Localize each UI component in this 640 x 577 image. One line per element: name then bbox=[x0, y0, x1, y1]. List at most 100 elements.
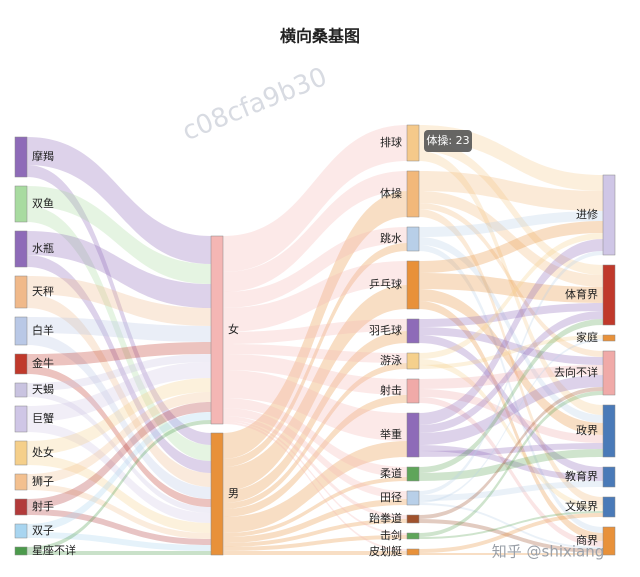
link bbox=[27, 484, 211, 539]
node-label: 狮子 bbox=[32, 475, 54, 488]
link bbox=[223, 261, 407, 332]
link bbox=[223, 370, 407, 441]
node bbox=[14, 230, 28, 268]
node bbox=[406, 466, 420, 482]
link bbox=[27, 366, 211, 507]
node-label: 跆拳道 bbox=[369, 511, 402, 525]
node-label: 体育界 bbox=[565, 287, 598, 301]
node bbox=[602, 496, 616, 518]
link bbox=[27, 317, 211, 342]
node bbox=[406, 412, 420, 458]
link bbox=[419, 209, 603, 505]
node bbox=[14, 316, 28, 346]
link bbox=[419, 389, 603, 443]
link bbox=[223, 191, 407, 459]
link bbox=[419, 449, 603, 481]
node-label: 政界 bbox=[576, 423, 598, 437]
link bbox=[419, 335, 603, 369]
link bbox=[419, 481, 603, 501]
node bbox=[14, 440, 28, 466]
link bbox=[223, 398, 407, 477]
link bbox=[27, 276, 211, 326]
node bbox=[406, 490, 420, 506]
link bbox=[419, 191, 603, 287]
node-label: 星座不详 bbox=[32, 543, 76, 557]
link bbox=[223, 519, 407, 547]
link bbox=[419, 273, 603, 303]
link bbox=[27, 378, 211, 455]
link bbox=[27, 362, 211, 422]
link bbox=[419, 203, 603, 357]
node-label: 射手 bbox=[32, 499, 54, 513]
link bbox=[223, 354, 407, 395]
node bbox=[602, 334, 616, 342]
node-label: 跳水 bbox=[380, 231, 402, 245]
node-label: 女 bbox=[228, 322, 239, 336]
link bbox=[27, 391, 211, 513]
node-label: 教育界 bbox=[565, 469, 598, 483]
link bbox=[223, 331, 407, 503]
link bbox=[223, 499, 407, 543]
link bbox=[27, 294, 211, 487]
link bbox=[27, 165, 211, 445]
node bbox=[406, 514, 420, 524]
link bbox=[27, 422, 211, 523]
node-label: 皮划艇 bbox=[369, 544, 402, 558]
node bbox=[14, 136, 28, 178]
tooltip-text: 体操: 23 bbox=[426, 133, 469, 147]
link bbox=[27, 354, 211, 391]
node bbox=[210, 432, 224, 556]
link bbox=[27, 509, 211, 545]
node-label: 家庭 bbox=[576, 330, 598, 344]
link bbox=[223, 551, 407, 555]
node-label: 水瓶 bbox=[32, 241, 54, 255]
link bbox=[419, 171, 603, 211]
node-label: 白羊 bbox=[32, 323, 54, 337]
link bbox=[419, 327, 603, 365]
link bbox=[27, 455, 211, 533]
link bbox=[419, 233, 603, 359]
node-label: 羽毛球 bbox=[369, 323, 402, 337]
node bbox=[406, 548, 420, 556]
node-label: 射击 bbox=[380, 383, 402, 397]
node bbox=[602, 404, 616, 458]
node bbox=[602, 264, 616, 326]
link bbox=[27, 412, 211, 532]
node-label: 摩羯 bbox=[32, 149, 54, 163]
node bbox=[14, 185, 28, 223]
node bbox=[406, 226, 420, 252]
node-label: 文娱界 bbox=[565, 499, 598, 513]
node-label: 巨蟹 bbox=[32, 411, 54, 425]
link bbox=[27, 255, 211, 473]
node-label: 男 bbox=[228, 487, 239, 500]
link bbox=[223, 416, 407, 519]
link bbox=[223, 420, 407, 535]
node-label: 乒乓球 bbox=[369, 277, 402, 291]
node bbox=[602, 466, 616, 488]
link bbox=[27, 402, 211, 509]
node bbox=[406, 352, 420, 370]
link bbox=[419, 397, 603, 547]
node bbox=[210, 235, 224, 425]
node bbox=[406, 318, 420, 344]
node-label: 商界 bbox=[576, 533, 598, 547]
tooltip-box bbox=[424, 130, 472, 152]
link bbox=[223, 408, 407, 499]
link bbox=[419, 513, 603, 553]
link bbox=[419, 375, 603, 445]
link bbox=[27, 137, 211, 264]
link bbox=[419, 311, 603, 433]
node bbox=[14, 498, 28, 516]
link bbox=[223, 441, 407, 533]
node bbox=[602, 174, 616, 256]
node-label: 双鱼 bbox=[32, 196, 54, 210]
node bbox=[406, 260, 420, 310]
link bbox=[27, 551, 211, 555]
link bbox=[223, 171, 407, 292]
link bbox=[419, 339, 603, 503]
tooltip: 体操: 23 bbox=[424, 130, 472, 152]
link bbox=[419, 503, 603, 549]
node-label: 天秤 bbox=[32, 285, 54, 298]
node-label: 进修 bbox=[576, 207, 598, 221]
node-label: 游泳 bbox=[380, 353, 402, 367]
